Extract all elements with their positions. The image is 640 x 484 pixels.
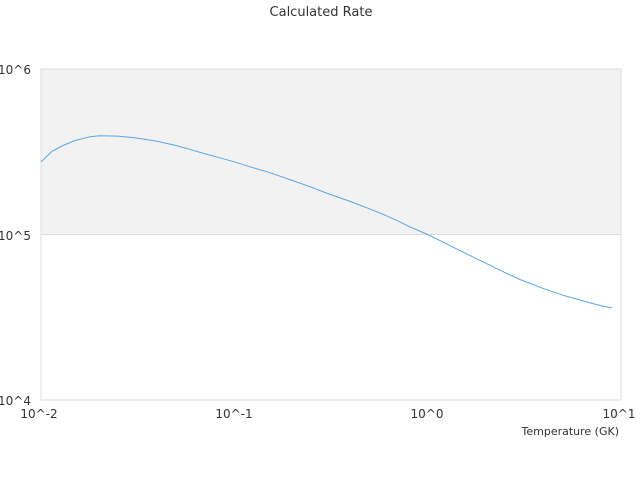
x-axis-label: Temperature (GK): [521, 425, 620, 438]
plot-area-border: [40, 68, 622, 401]
series-line: [40, 135, 613, 309]
y-tick-label: 10^5: [0, 229, 31, 243]
y-tick-label: 10^4: [0, 394, 31, 408]
x-tick-label: 10^0: [411, 407, 444, 421]
upper-band: [41, 69, 621, 235]
y-tick-label: 10^6: [0, 63, 31, 77]
x-tick-label: 10^-1: [215, 407, 252, 421]
chart-title: Calculated Rate: [270, 5, 373, 20]
x-tick-label: 10^-2: [20, 407, 57, 421]
x-tick-label: 10^1: [603, 407, 636, 421]
series-layer: [40, 135, 613, 309]
